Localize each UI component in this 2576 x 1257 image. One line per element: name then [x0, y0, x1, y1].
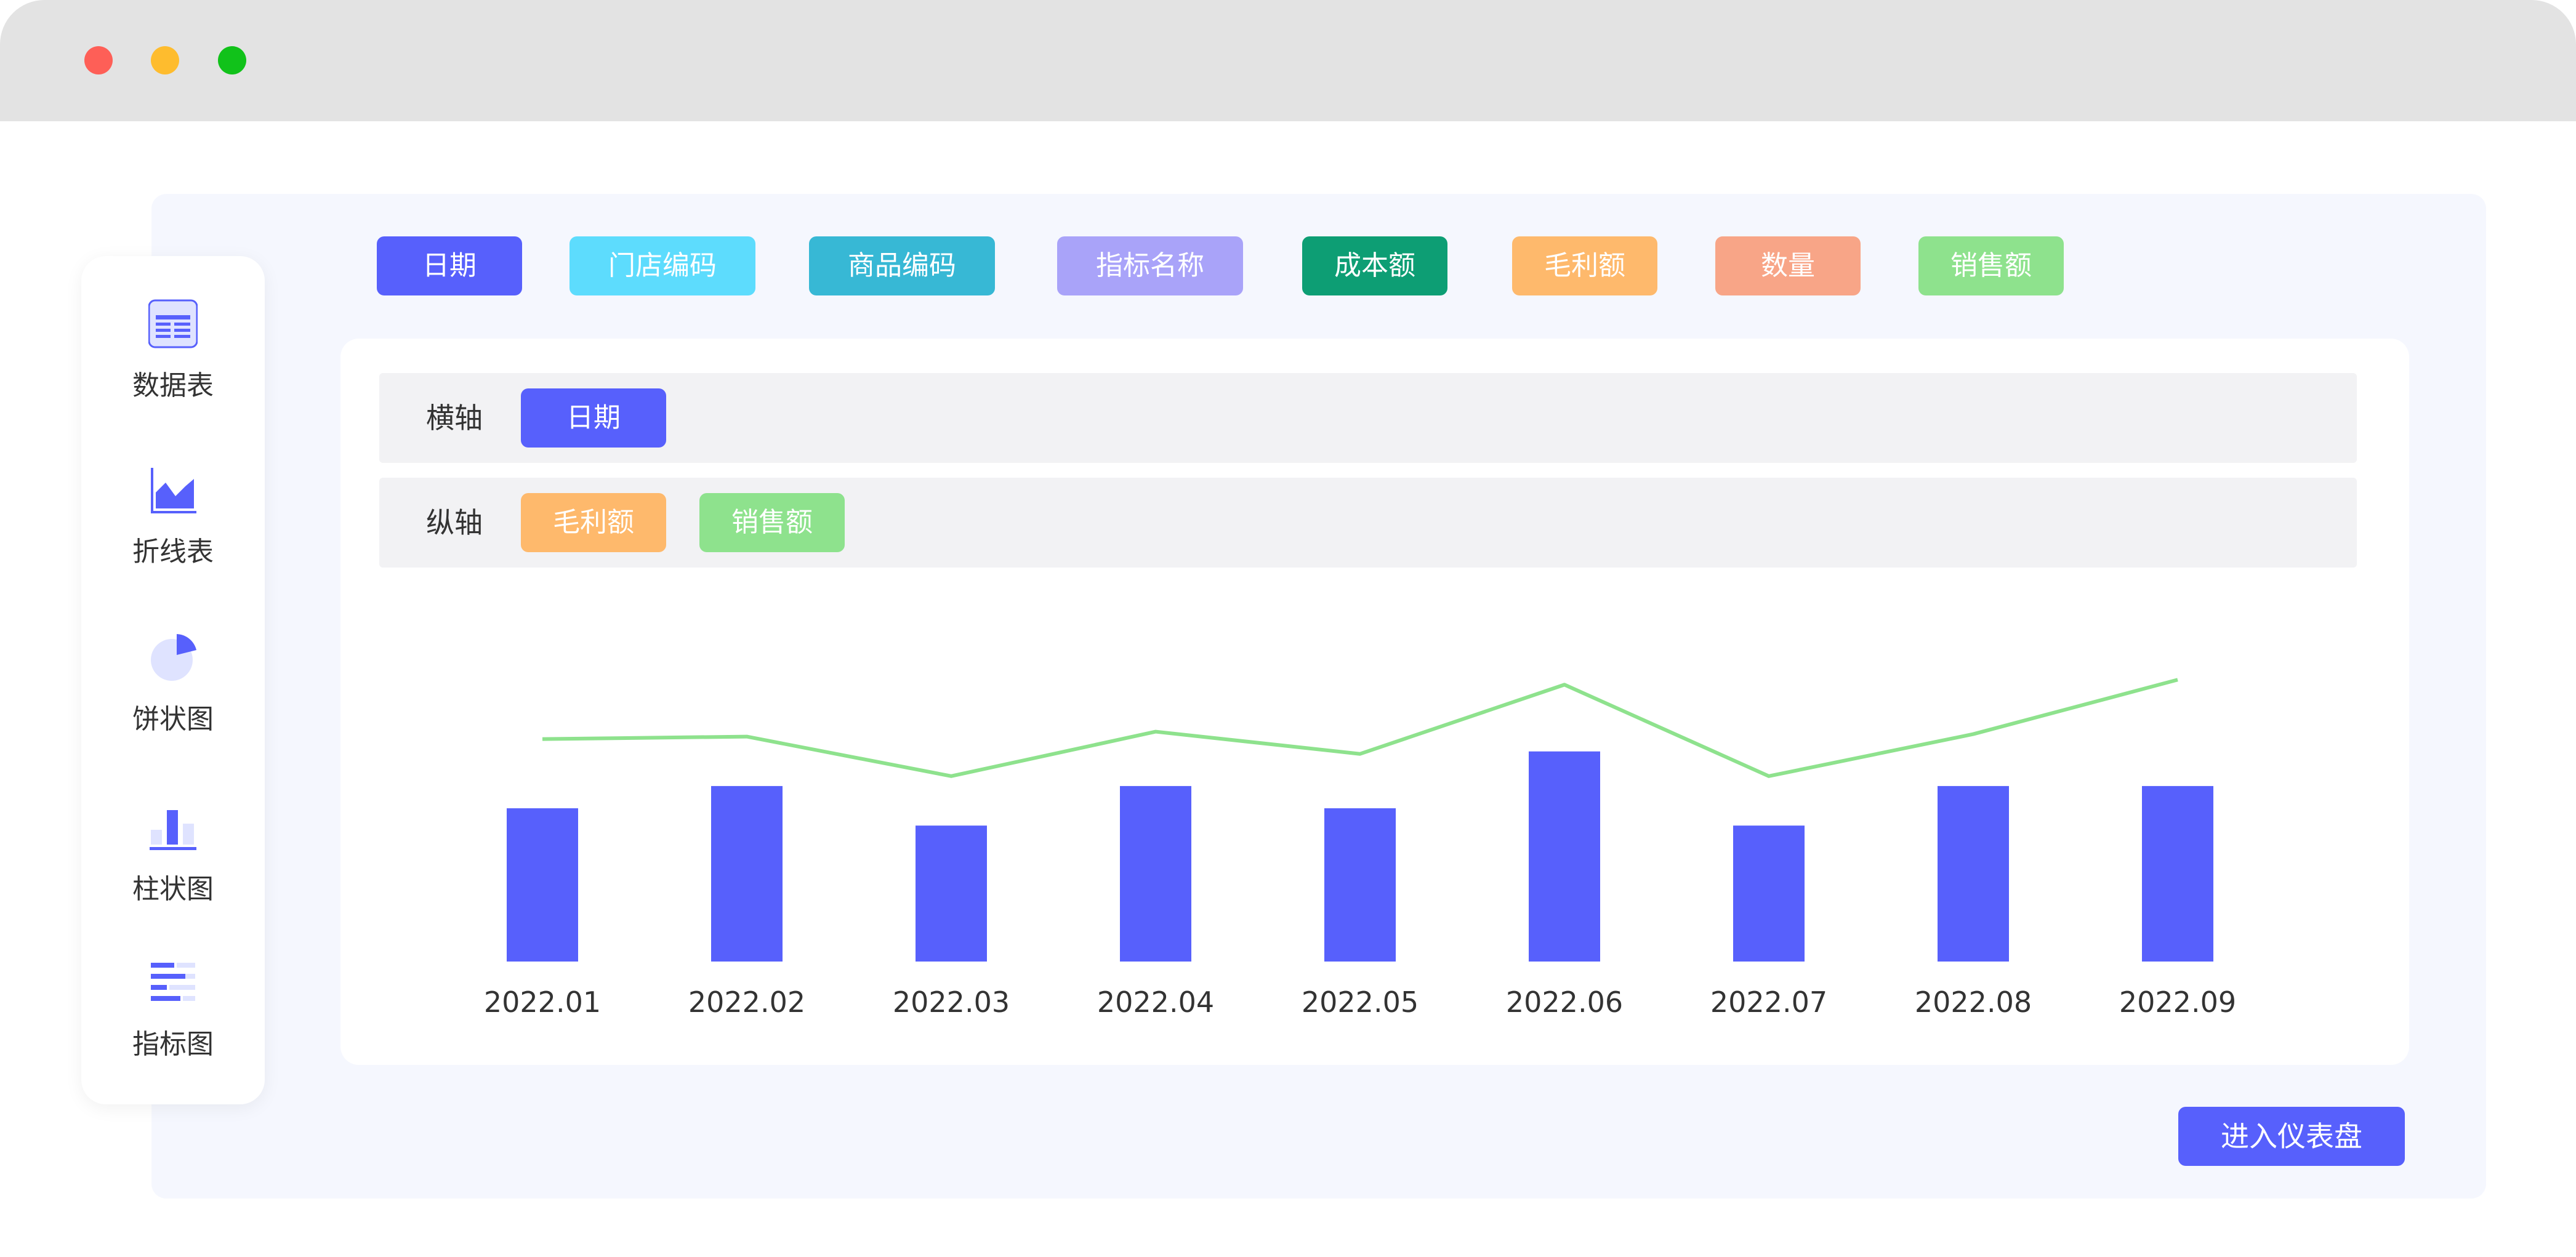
chart-bar: [1733, 825, 1805, 962]
sidebar-item-bar-chart[interactable]: 柱状图: [81, 803, 265, 926]
pie-chart-icon: [151, 634, 196, 681]
field-chip-quantity[interactable]: 数量: [1715, 236, 1861, 295]
bar-chart-icon: [150, 810, 196, 850]
field-chip-product-code[interactable]: 商品编码: [809, 236, 995, 295]
y-axis-field-sales[interactable]: 销售额: [699, 493, 845, 552]
x-tick-label: 2022.09: [2119, 986, 2236, 1019]
chart-bar: [1938, 785, 2009, 962]
table-icon: [148, 299, 198, 348]
field-chip-date[interactable]: 日期: [377, 236, 522, 295]
chart-bar: [711, 785, 783, 962]
field-chip-sales[interactable]: 销售额: [1918, 236, 2064, 295]
sidebar-item-label: 柱状图: [132, 873, 214, 905]
chart-bar: [1529, 751, 1600, 962]
field-chip-metric-name[interactable]: 指标名称: [1057, 236, 1243, 295]
x-tick-label: 2022.07: [1710, 986, 1827, 1019]
y-axis-drop-zone[interactable]: 纵轴 毛利额 销售额: [379, 478, 2357, 568]
sidebar-item-indicator-chart[interactable]: 指标图: [81, 958, 265, 1081]
chart-bar: [1120, 785, 1191, 962]
x-tick-label: 2022.02: [688, 986, 805, 1019]
area-chart-icon: [151, 468, 196, 513]
field-chip-gross-profit[interactable]: 毛利额: [1512, 236, 1657, 295]
x-tick-label: 2022.06: [1506, 986, 1623, 1019]
y-axis-label: 纵轴: [426, 506, 483, 539]
window-titlebar: [0, 0, 2576, 121]
sidebar-item-label: 指标图: [132, 1029, 214, 1060]
chart-line-series: [542, 678, 2178, 778]
x-axis-label: 横轴: [426, 401, 483, 435]
field-chip-cost[interactable]: 成本额: [1302, 236, 1447, 295]
enter-dashboard-button[interactable]: 进入仪表盘: [2178, 1107, 2405, 1166]
x-tick-label: 2022.08: [1915, 986, 2032, 1019]
chart-bar: [916, 825, 987, 962]
window-minimize-button[interactable]: [151, 46, 179, 74]
sidebar-item-label: 折线表: [132, 536, 214, 568]
sidebar-item-label: 数据表: [132, 370, 214, 401]
chart-bar: [1324, 808, 1396, 962]
x-tick-label: 2022.03: [893, 986, 1010, 1019]
chart-bar: [507, 808, 578, 962]
combo-chart: 2022.01 2022.02 2022.03 2022.04 2022.05 2022.…: [484, 678, 2236, 1019]
window-close-button[interactable]: [84, 46, 113, 74]
indicator-chart-icon: [151, 963, 195, 1001]
sidebar-item-label: 饼状图: [132, 704, 214, 735]
sidebar-item-pie-chart[interactable]: 饼状图: [81, 633, 265, 756]
x-tick-label: 2022.01: [484, 986, 601, 1019]
sidebar-item-data-table[interactable]: 数据表: [81, 299, 265, 422]
chart-bar: [2142, 785, 2213, 962]
x-tick-label: 2022.04: [1097, 986, 1214, 1019]
x-tick-label: 2022.05: [1302, 986, 1419, 1019]
y-axis-field-gross-profit[interactable]: 毛利额: [521, 493, 666, 552]
sidebar-item-line-chart[interactable]: 折线表: [81, 465, 265, 588]
x-axis-drop-zone[interactable]: 横轴 日期: [379, 373, 2357, 463]
chart-type-sidebar: 数据表 折线表 饼状图 柱状图: [81, 256, 265, 1104]
field-chip-store-code[interactable]: 门店编码: [570, 236, 755, 295]
window-maximize-button[interactable]: [218, 46, 246, 74]
x-axis-field-date[interactable]: 日期: [521, 388, 666, 448]
